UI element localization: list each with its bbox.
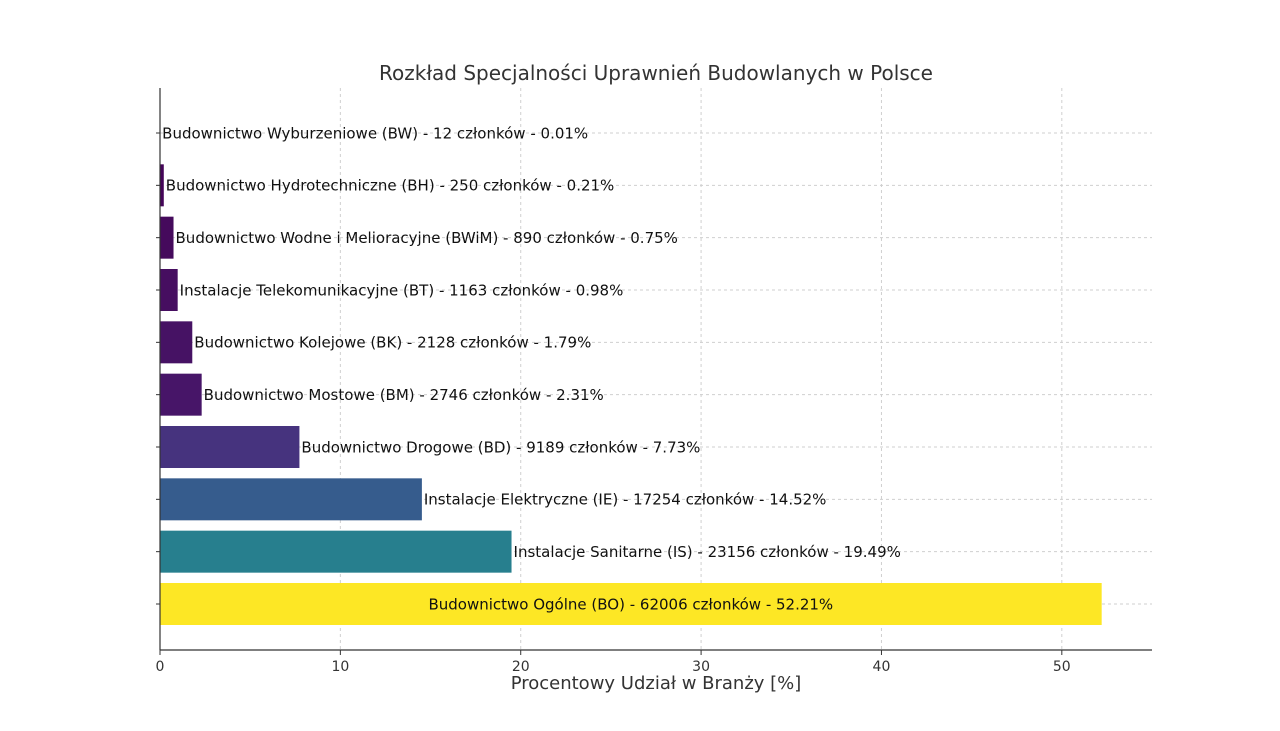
bars-layer — [160, 112, 1102, 625]
bar — [160, 216, 174, 259]
x-axis-label: Procentowy Udział w Branży [%] — [511, 673, 802, 694]
bar-data-label: Budownictwo Drogowe (BD) - 9189 członków… — [301, 438, 700, 456]
bar-data-label: Instalacje Sanitarne (IS) - 23156 członk… — [514, 543, 901, 561]
x-tick-label: 0 — [156, 659, 165, 675]
bar-data-label: Budownictwo Wyburzeniowe (BW) - 12 człon… — [162, 124, 588, 142]
bar-data-label: Budownictwo Mostowe (BM) - 2746 członków… — [204, 386, 604, 404]
x-tick-label: 50 — [1053, 659, 1071, 675]
bar — [160, 530, 512, 573]
bar-labels-layer: Budownictwo Wyburzeniowe (BW) - 12 człon… — [162, 124, 901, 613]
bar — [160, 321, 193, 364]
x-tick-label: 10 — [331, 659, 349, 675]
bar-data-label: Instalacje Telekomunikacyjne (BT) - 1163… — [180, 281, 624, 299]
bar — [160, 164, 164, 207]
x-tick-label: 20 — [512, 659, 530, 675]
bar — [160, 373, 202, 416]
bar-data-label: Budownictwo Kolejowe (BK) - 2128 członkó… — [194, 334, 591, 352]
bar — [160, 269, 178, 311]
bar — [160, 478, 422, 521]
bar-data-label: Budownictwo Ogólne (BO) - 62006 członków… — [428, 595, 833, 613]
x-tick-label: 40 — [873, 659, 891, 675]
bar-data-label: Budownictwo Hydrotechniczne (BH) - 250 c… — [166, 177, 615, 195]
bar-data-label: Budownictwo Wodne i Melioracyjne (BWiM) … — [176, 229, 678, 247]
chart-title: Rozkład Specjalności Uprawnień Budowlany… — [379, 61, 933, 85]
x-ticks-layer: 0 10 20 30 40 50 — [156, 132, 1071, 675]
bar-data-label: Instalacje Elektryczne (IE) - 17254 czło… — [424, 491, 827, 509]
bar — [160, 426, 300, 468]
bar — [160, 583, 1102, 625]
x-tick-label: 30 — [692, 659, 710, 675]
